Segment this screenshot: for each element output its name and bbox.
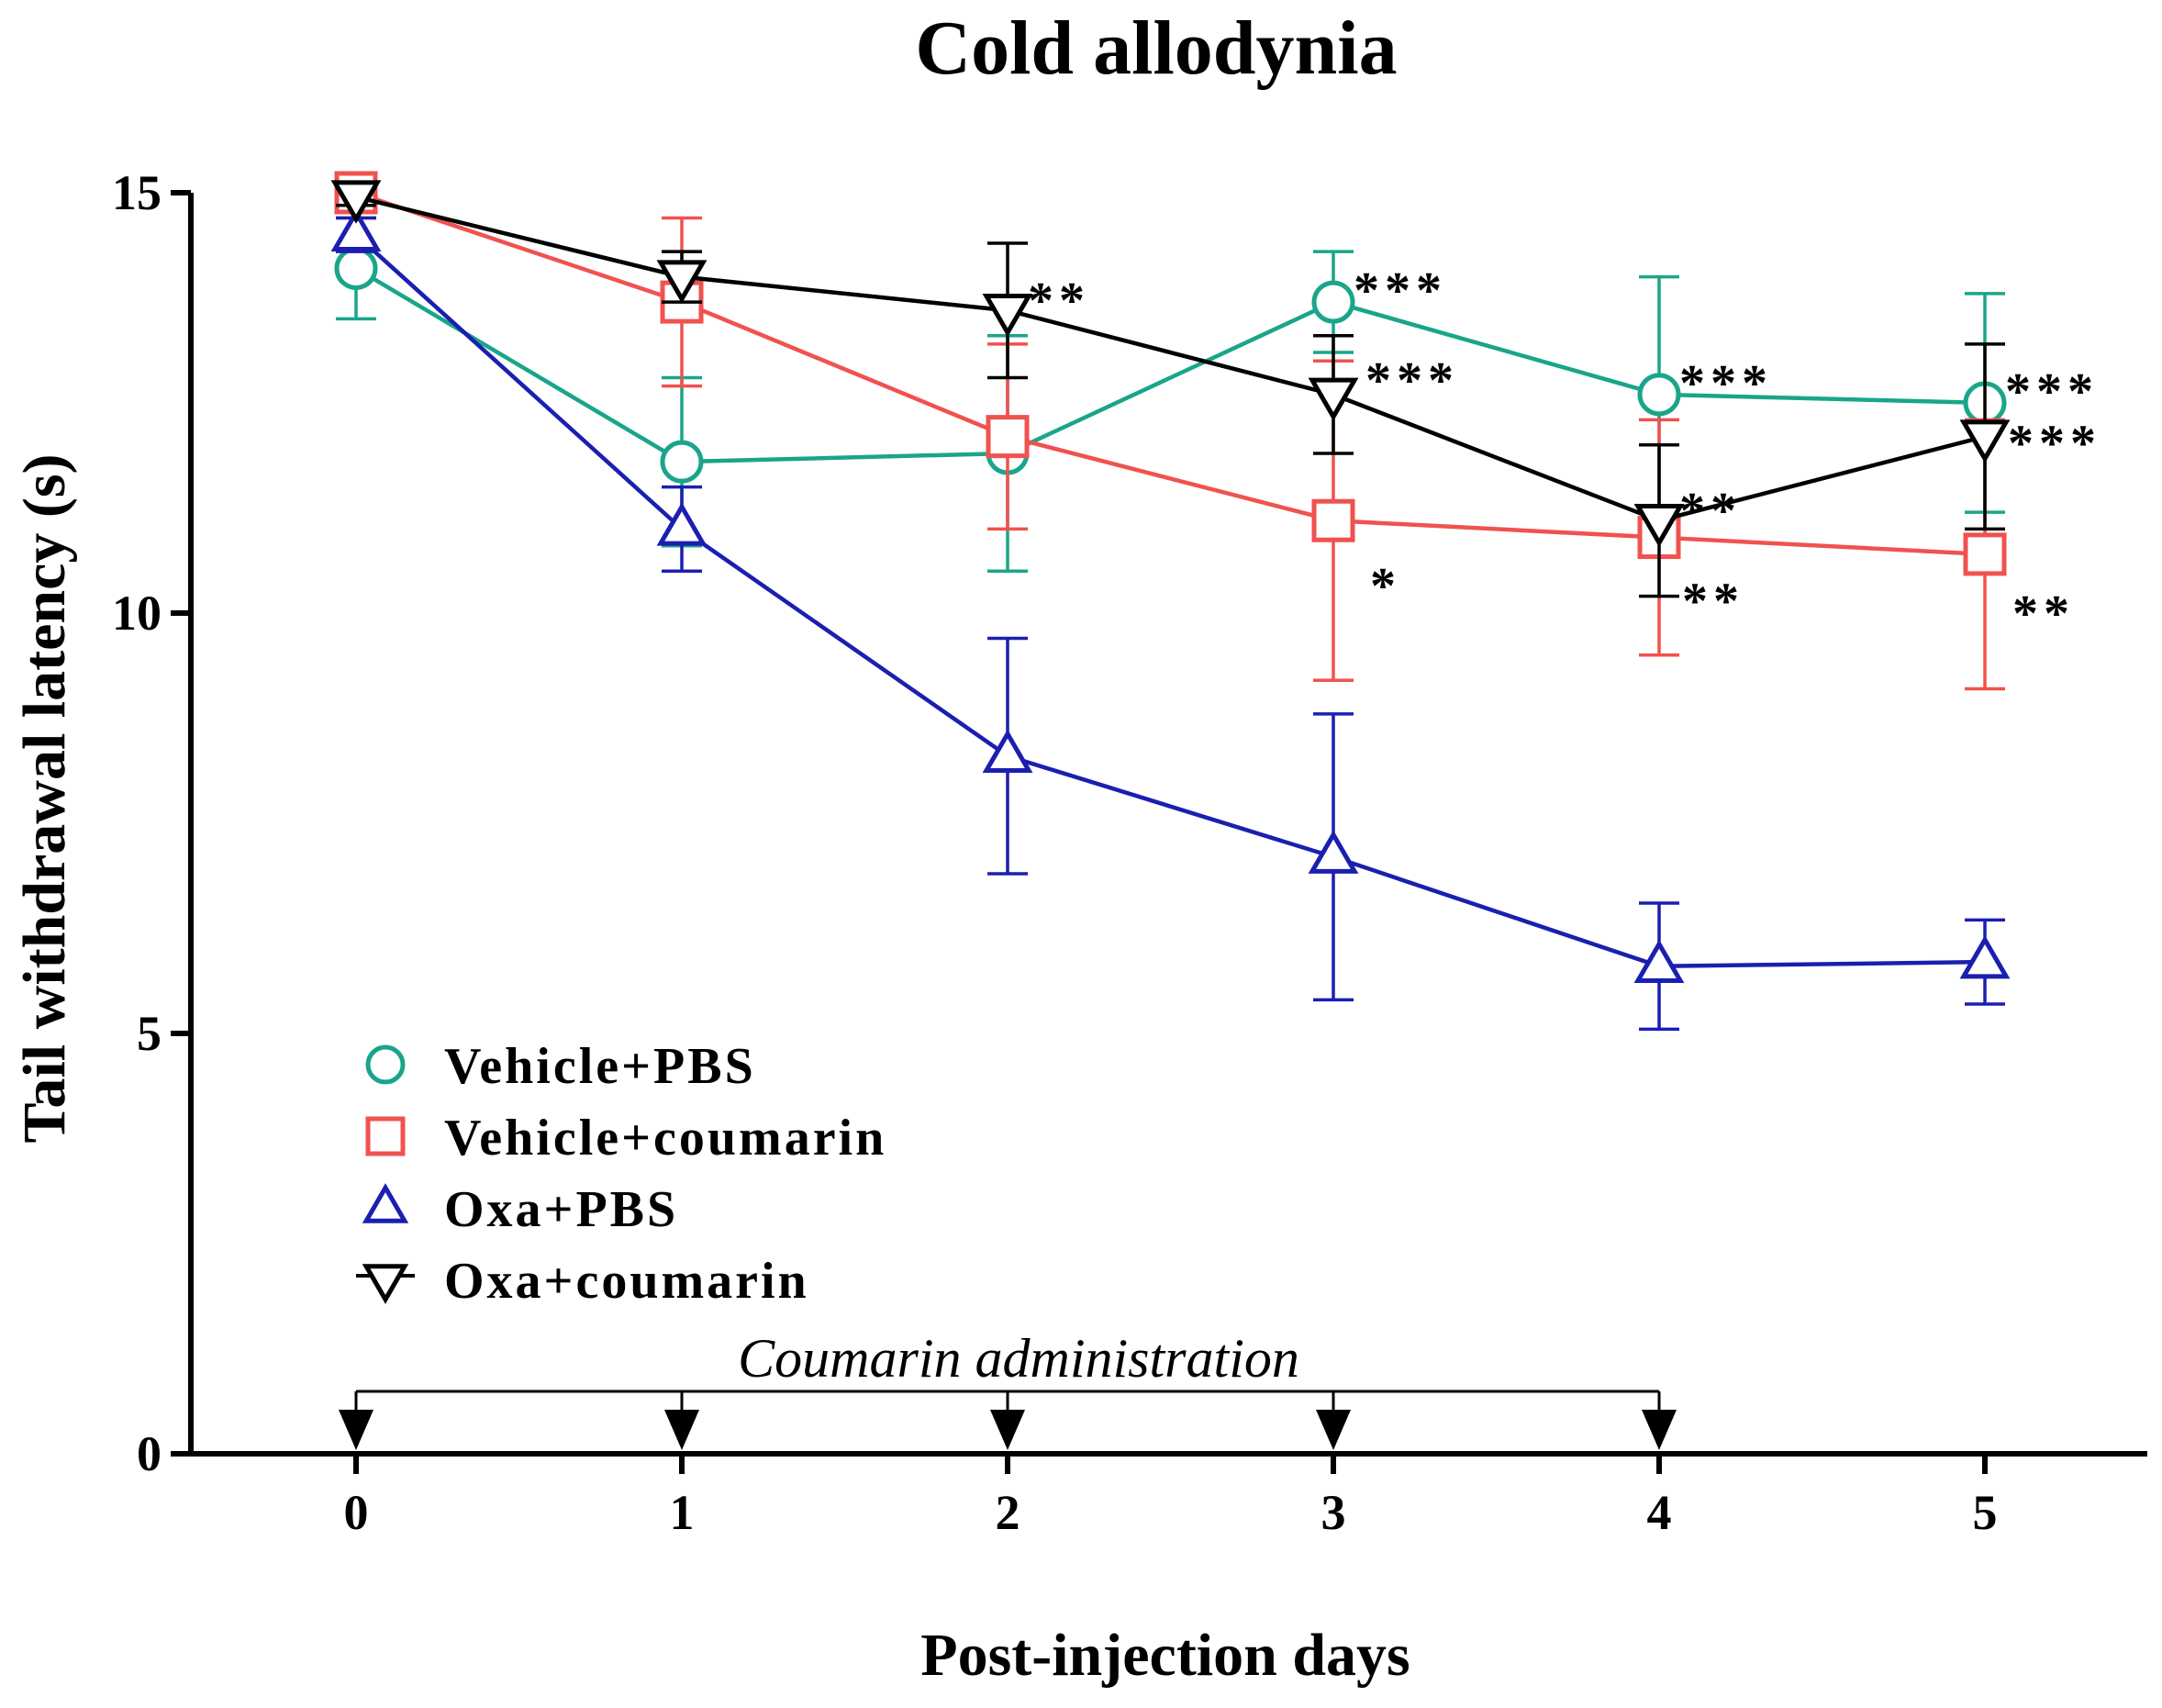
significance-label: * [1370, 558, 1401, 615]
legend-item: Vehicle+PBS [365, 1038, 756, 1095]
y-tick-label: 15 [112, 165, 162, 220]
data-point [330, 180, 382, 224]
administration-arrow-icon [339, 1410, 373, 1450]
data-point [1308, 377, 1359, 421]
legend-marker [362, 1264, 409, 1304]
data-point [1637, 373, 1681, 417]
series-oxa-coumarin [330, 180, 2011, 598]
legend-item: Oxa+PBS [362, 1181, 678, 1238]
series-line [355, 195, 1986, 523]
legend-label: Vehicle+coumarin [444, 1110, 886, 1167]
legend-item: Vehicle+coumarin [365, 1110, 886, 1167]
data-point [1308, 830, 1359, 874]
series-vehicle-pbs [334, 216, 2007, 573]
legend-label: Oxa+coumarin [444, 1253, 809, 1310]
x-tick-label: 5 [1973, 1485, 1998, 1540]
series-line [355, 190, 1986, 557]
data-point [982, 729, 1033, 773]
administration-arrow-icon [664, 1410, 699, 1450]
data-point [656, 260, 708, 304]
data-point [1959, 935, 2011, 979]
significance-label: *** [2005, 363, 2099, 420]
data-point [986, 415, 1030, 459]
administration-arrow-icon [990, 1410, 1025, 1450]
axes: 0 5 10 15 0 1 2 3 4 5 [112, 165, 2147, 1540]
administration-arrow-icon [1642, 1410, 1677, 1450]
significance-label: *** [1354, 262, 1447, 319]
series-layer: ****** **** ** ************ [330, 171, 2101, 1032]
data-point [656, 502, 708, 546]
series-vehicle-coumarin [334, 171, 2007, 691]
legend-marker [365, 1044, 406, 1085]
data-point [1959, 419, 2011, 463]
legend-marker [365, 1116, 406, 1156]
data-point [334, 246, 378, 290]
significance-label: ** [1679, 483, 1742, 540]
data-point [660, 440, 704, 484]
data-point [1633, 503, 1685, 548]
administration-arrow-icon [1316, 1410, 1351, 1450]
legend-item: Oxa+coumarin [356, 1253, 809, 1310]
x-tick-label: 3 [1321, 1485, 1346, 1540]
x-tick-label: 4 [1647, 1485, 1672, 1540]
legend-marker [362, 1183, 409, 1223]
significance-label: *** [1365, 352, 1459, 409]
legend-label: Vehicle+PBS [444, 1038, 756, 1095]
x-tick-label: 1 [670, 1485, 695, 1540]
data-point [1963, 532, 2007, 576]
legend-label: Oxa+PBS [444, 1181, 678, 1238]
significance-label: ** [2012, 586, 2075, 642]
administration-annotation: Coumarin administration [339, 1328, 1677, 1450]
x-axis-title: Post-injection days [920, 1622, 1410, 1689]
chart-title: Cold allodynia [915, 6, 1397, 91]
data-point [1311, 498, 1355, 542]
data-point [1633, 939, 1685, 983]
data-point [330, 207, 382, 252]
significance-label: *** [1679, 355, 1773, 412]
data-point [982, 293, 1033, 338]
significance-label: *** [2008, 416, 2101, 473]
series-oxa-pbs [330, 207, 2011, 1032]
legend: Vehicle+PBS Vehicle+coumarin Oxa+PBS Oxa+co… [356, 1038, 886, 1310]
data-point [1311, 280, 1355, 324]
y-tick-label: 0 [137, 1426, 162, 1481]
y-axis-title: Tail withdrawal latency (s) [11, 453, 78, 1143]
x-tick-label: 2 [996, 1485, 1020, 1540]
x-tick-label: 0 [344, 1485, 369, 1540]
significance-label: ** [1028, 273, 1090, 329]
series-line [354, 266, 1986, 464]
annotation-text: Coumarin administration [738, 1328, 1299, 1389]
significance-label: ** [1682, 574, 1744, 631]
y-tick-label: 5 [137, 1006, 162, 1061]
series-line [354, 233, 1986, 968]
y-tick-label: 10 [112, 586, 162, 641]
